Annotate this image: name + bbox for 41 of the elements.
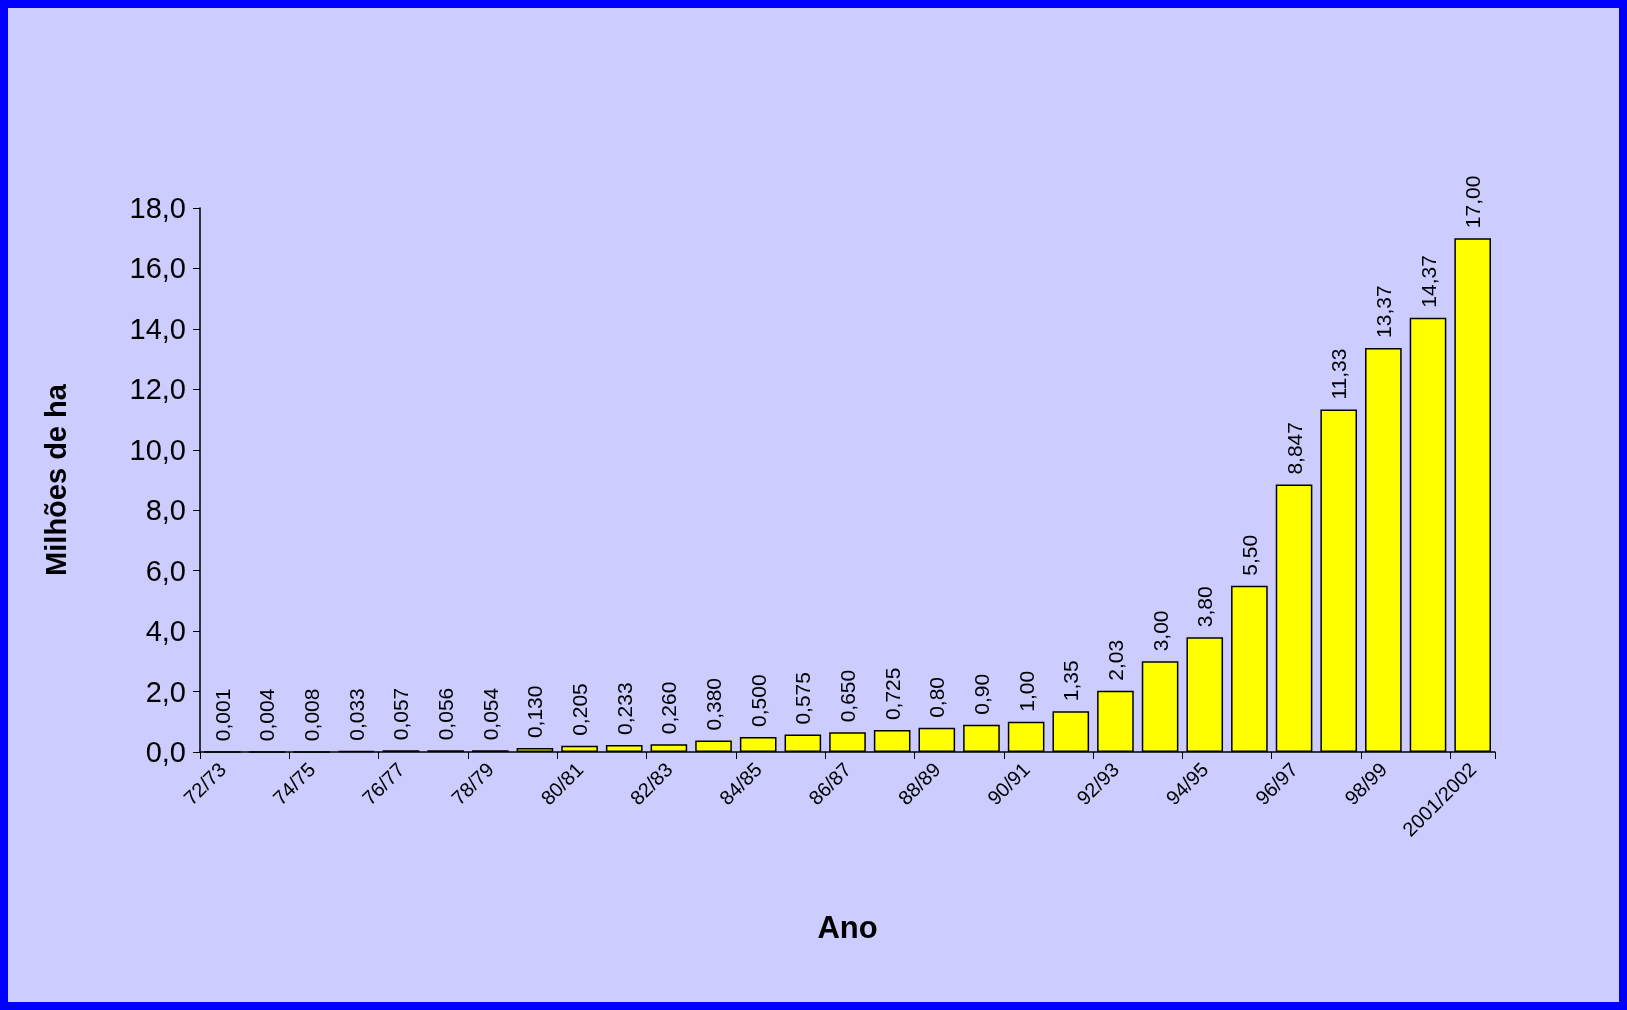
- data-label: 3,80: [1193, 586, 1217, 628]
- y-tick-label: 14,0: [129, 312, 186, 345]
- data-label: 0,650: [836, 669, 859, 723]
- y-tick-label: 8,0: [145, 494, 186, 527]
- y-axis-title: Milhões de ha: [39, 383, 72, 576]
- data-label: 0,056: [434, 687, 458, 741]
- y-tick-label: 0,0: [145, 736, 186, 768]
- data-label: 0,80: [925, 676, 949, 718]
- x-axis-title: Ano: [817, 910, 878, 945]
- data-label: 11,33: [1327, 348, 1351, 400]
- data-label: 0,057: [389, 687, 413, 741]
- data-label: 0,90: [969, 673, 993, 715]
- data-label: 0,500: [746, 674, 770, 727]
- data-label: 0,001: [210, 688, 234, 742]
- data-label: 0,725: [880, 667, 904, 721]
- data-label: 0,004: [255, 688, 279, 742]
- data-label: 8,847: [1282, 422, 1306, 475]
- data-label: 0,130: [523, 685, 547, 739]
- data-label: 5,50: [1237, 534, 1261, 576]
- data-label: 0,033: [344, 688, 368, 741]
- data-label: 0,205: [568, 683, 592, 736]
- y-tick-label: 10,0: [129, 433, 186, 466]
- data-label: 1,00: [1014, 670, 1038, 712]
- y-tick-label: 18,0: [129, 192, 186, 224]
- y-tick-label: 2,0: [145, 675, 186, 708]
- y-tick-label: 16,0: [129, 252, 186, 285]
- y-tick-label: 6,0: [145, 554, 186, 587]
- data-label: 0,575: [791, 672, 815, 725]
- data-label: 17,00: [1461, 175, 1485, 229]
- data-label: 0,380: [702, 677, 726, 731]
- data-label: 13,37: [1371, 285, 1395, 338]
- data-label: 0,233: [612, 682, 636, 735]
- y-tick-label: 12,0: [129, 373, 186, 406]
- data-label: 0,008: [300, 688, 324, 742]
- data-label: 14,37: [1416, 255, 1440, 308]
- data-label: 2,03: [1103, 639, 1127, 681]
- data-label: 0,260: [657, 681, 681, 735]
- data-label: 1,35: [1059, 660, 1083, 702]
- data-label: 0,054: [478, 687, 502, 741]
- data-label: 3,00: [1148, 610, 1172, 652]
- y-tick-label: 4,0: [145, 615, 186, 648]
